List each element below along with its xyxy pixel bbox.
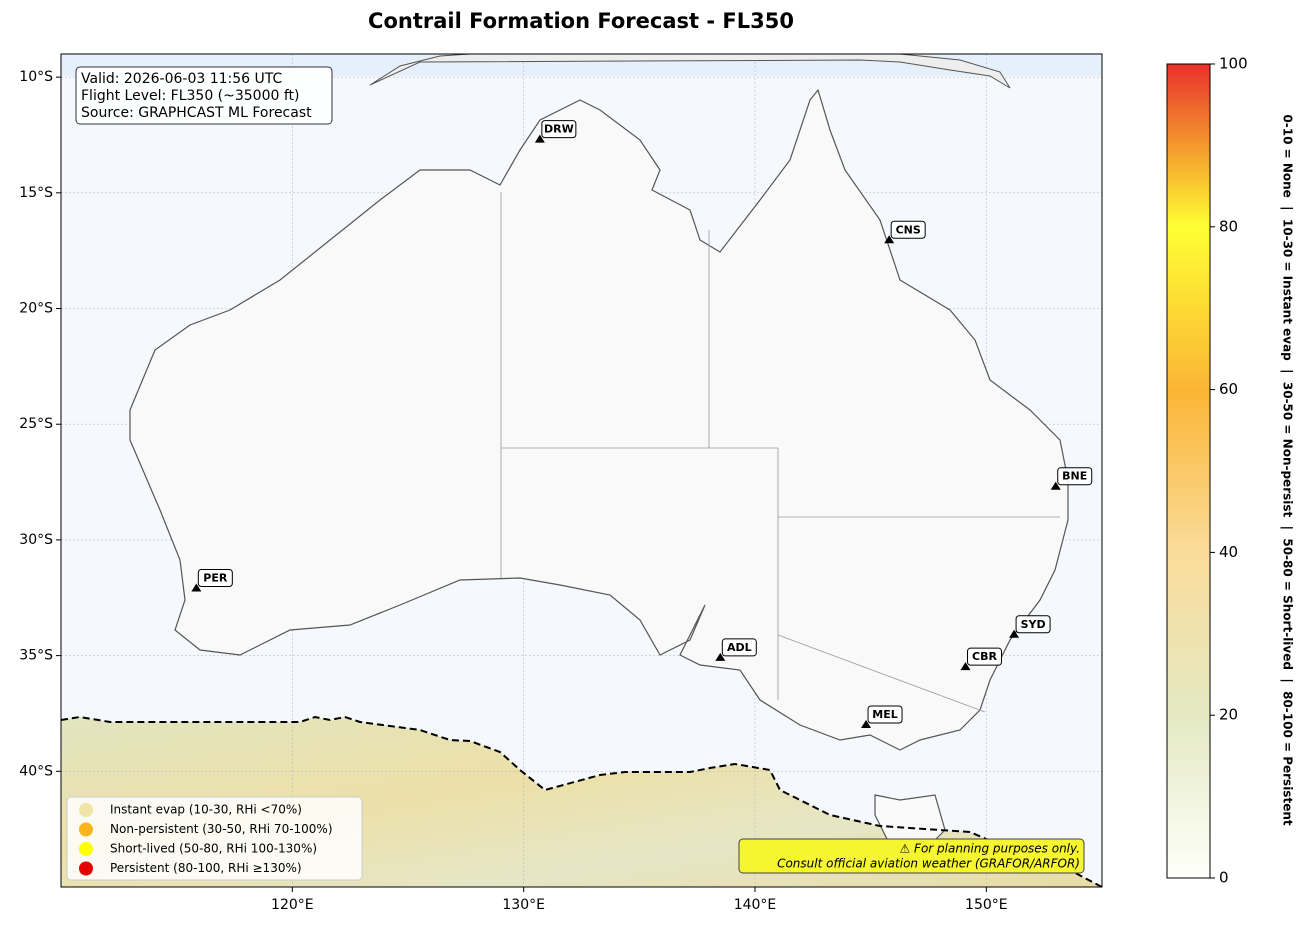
station-label-box <box>1015 615 1051 634</box>
station-label-box <box>721 638 757 657</box>
disclaimer-box <box>738 838 1085 874</box>
station-marker <box>1050 481 1061 490</box>
new-guinea <box>369 54 1011 89</box>
station-marker <box>191 583 202 592</box>
contour-line <box>61 715 1102 887</box>
station-marker <box>884 235 895 244</box>
australia-coast <box>129 88 1069 751</box>
disclaimer-line: Consult official aviation weather (GRAFO… <box>777 857 1080 871</box>
y-tick-label: 15°S <box>19 185 53 201</box>
y-tick-label: 35°S <box>19 648 53 664</box>
colorbar-tick-label: 100 <box>1219 55 1248 73</box>
station-label: MEL <box>872 708 897 721</box>
info-line: Valid: 2026-06-03 11:56 UTC <box>81 71 282 87</box>
station-marker <box>715 652 726 661</box>
legend-marker <box>79 842 93 856</box>
info-line: Source: GRAPHCAST ML Forecast <box>81 105 312 121</box>
colorbar-tick-label: 20 <box>1219 706 1238 724</box>
station-label: BNE <box>1062 470 1087 483</box>
station-label-box <box>867 705 903 724</box>
colorbar-tick-label: 80 <box>1219 217 1238 235</box>
legend-label: Instant evap (10-30, RHi <70%) <box>110 803 302 817</box>
y-tick-label: 40°S <box>19 763 53 779</box>
legend-box <box>66 796 363 881</box>
station-label: PER <box>203 572 228 585</box>
station-label-box <box>1057 467 1093 486</box>
y-tick-label: 25°S <box>19 416 53 432</box>
info-line: Flight Level: FL350 (~35000 ft) <box>81 88 300 104</box>
legend-label: Non-persistent (30-50, RHi 70-100%) <box>110 822 333 836</box>
state-borders <box>500 192 1060 713</box>
y-tick-label: 10°S <box>19 69 53 85</box>
station-label-box <box>197 569 233 588</box>
station-label: DRW <box>544 123 574 136</box>
station-label-box <box>967 647 1003 666</box>
station-label: CNS <box>896 223 921 236</box>
station-label: SYD <box>1021 618 1046 631</box>
map-area: DRW CNS BNE PER ADL SYD CBR MEL <box>61 54 1102 887</box>
colorbar-label: 0-10 = None | 10-30 = Instant evap | 30-… <box>1281 114 1295 825</box>
station-marker <box>960 662 971 671</box>
station-marker <box>861 720 872 729</box>
legend-marker <box>79 803 93 817</box>
y-tick-label: 20°S <box>19 301 53 317</box>
x-tick-label: 130°E <box>502 897 545 913</box>
colorbar <box>1166 63 1211 879</box>
title: Contrail Formation Forecast - FL350 <box>368 9 794 33</box>
legend-label: Persistent (80-100, RHi ≥130%) <box>110 861 302 875</box>
legend-marker <box>79 822 93 837</box>
station-label-box <box>890 220 926 239</box>
station-marker <box>534 134 545 143</box>
station-label: CBR <box>972 650 997 663</box>
x-tick-label: 140°E <box>734 897 777 913</box>
colorbar-tick-label: 0 <box>1219 869 1229 887</box>
x-tick-label: 120°E <box>271 897 314 913</box>
axes-frame <box>60 53 1103 888</box>
colorbar-tick-label: 40 <box>1219 543 1238 561</box>
station-label: ADL <box>727 641 752 654</box>
legend-marker <box>79 861 93 876</box>
station-marker <box>1009 629 1020 638</box>
station-label-box <box>541 120 577 139</box>
colorbar-tick-label: 60 <box>1219 380 1238 398</box>
legend-label: Short-lived (50-80, RHi 100-130%) <box>110 842 317 856</box>
disclaimer-line: ⚠ For planning purposes only. <box>900 842 1080 856</box>
y-tick-label: 30°S <box>19 532 53 548</box>
info-box <box>75 66 333 125</box>
x-tick-label: 150°E <box>965 897 1008 913</box>
